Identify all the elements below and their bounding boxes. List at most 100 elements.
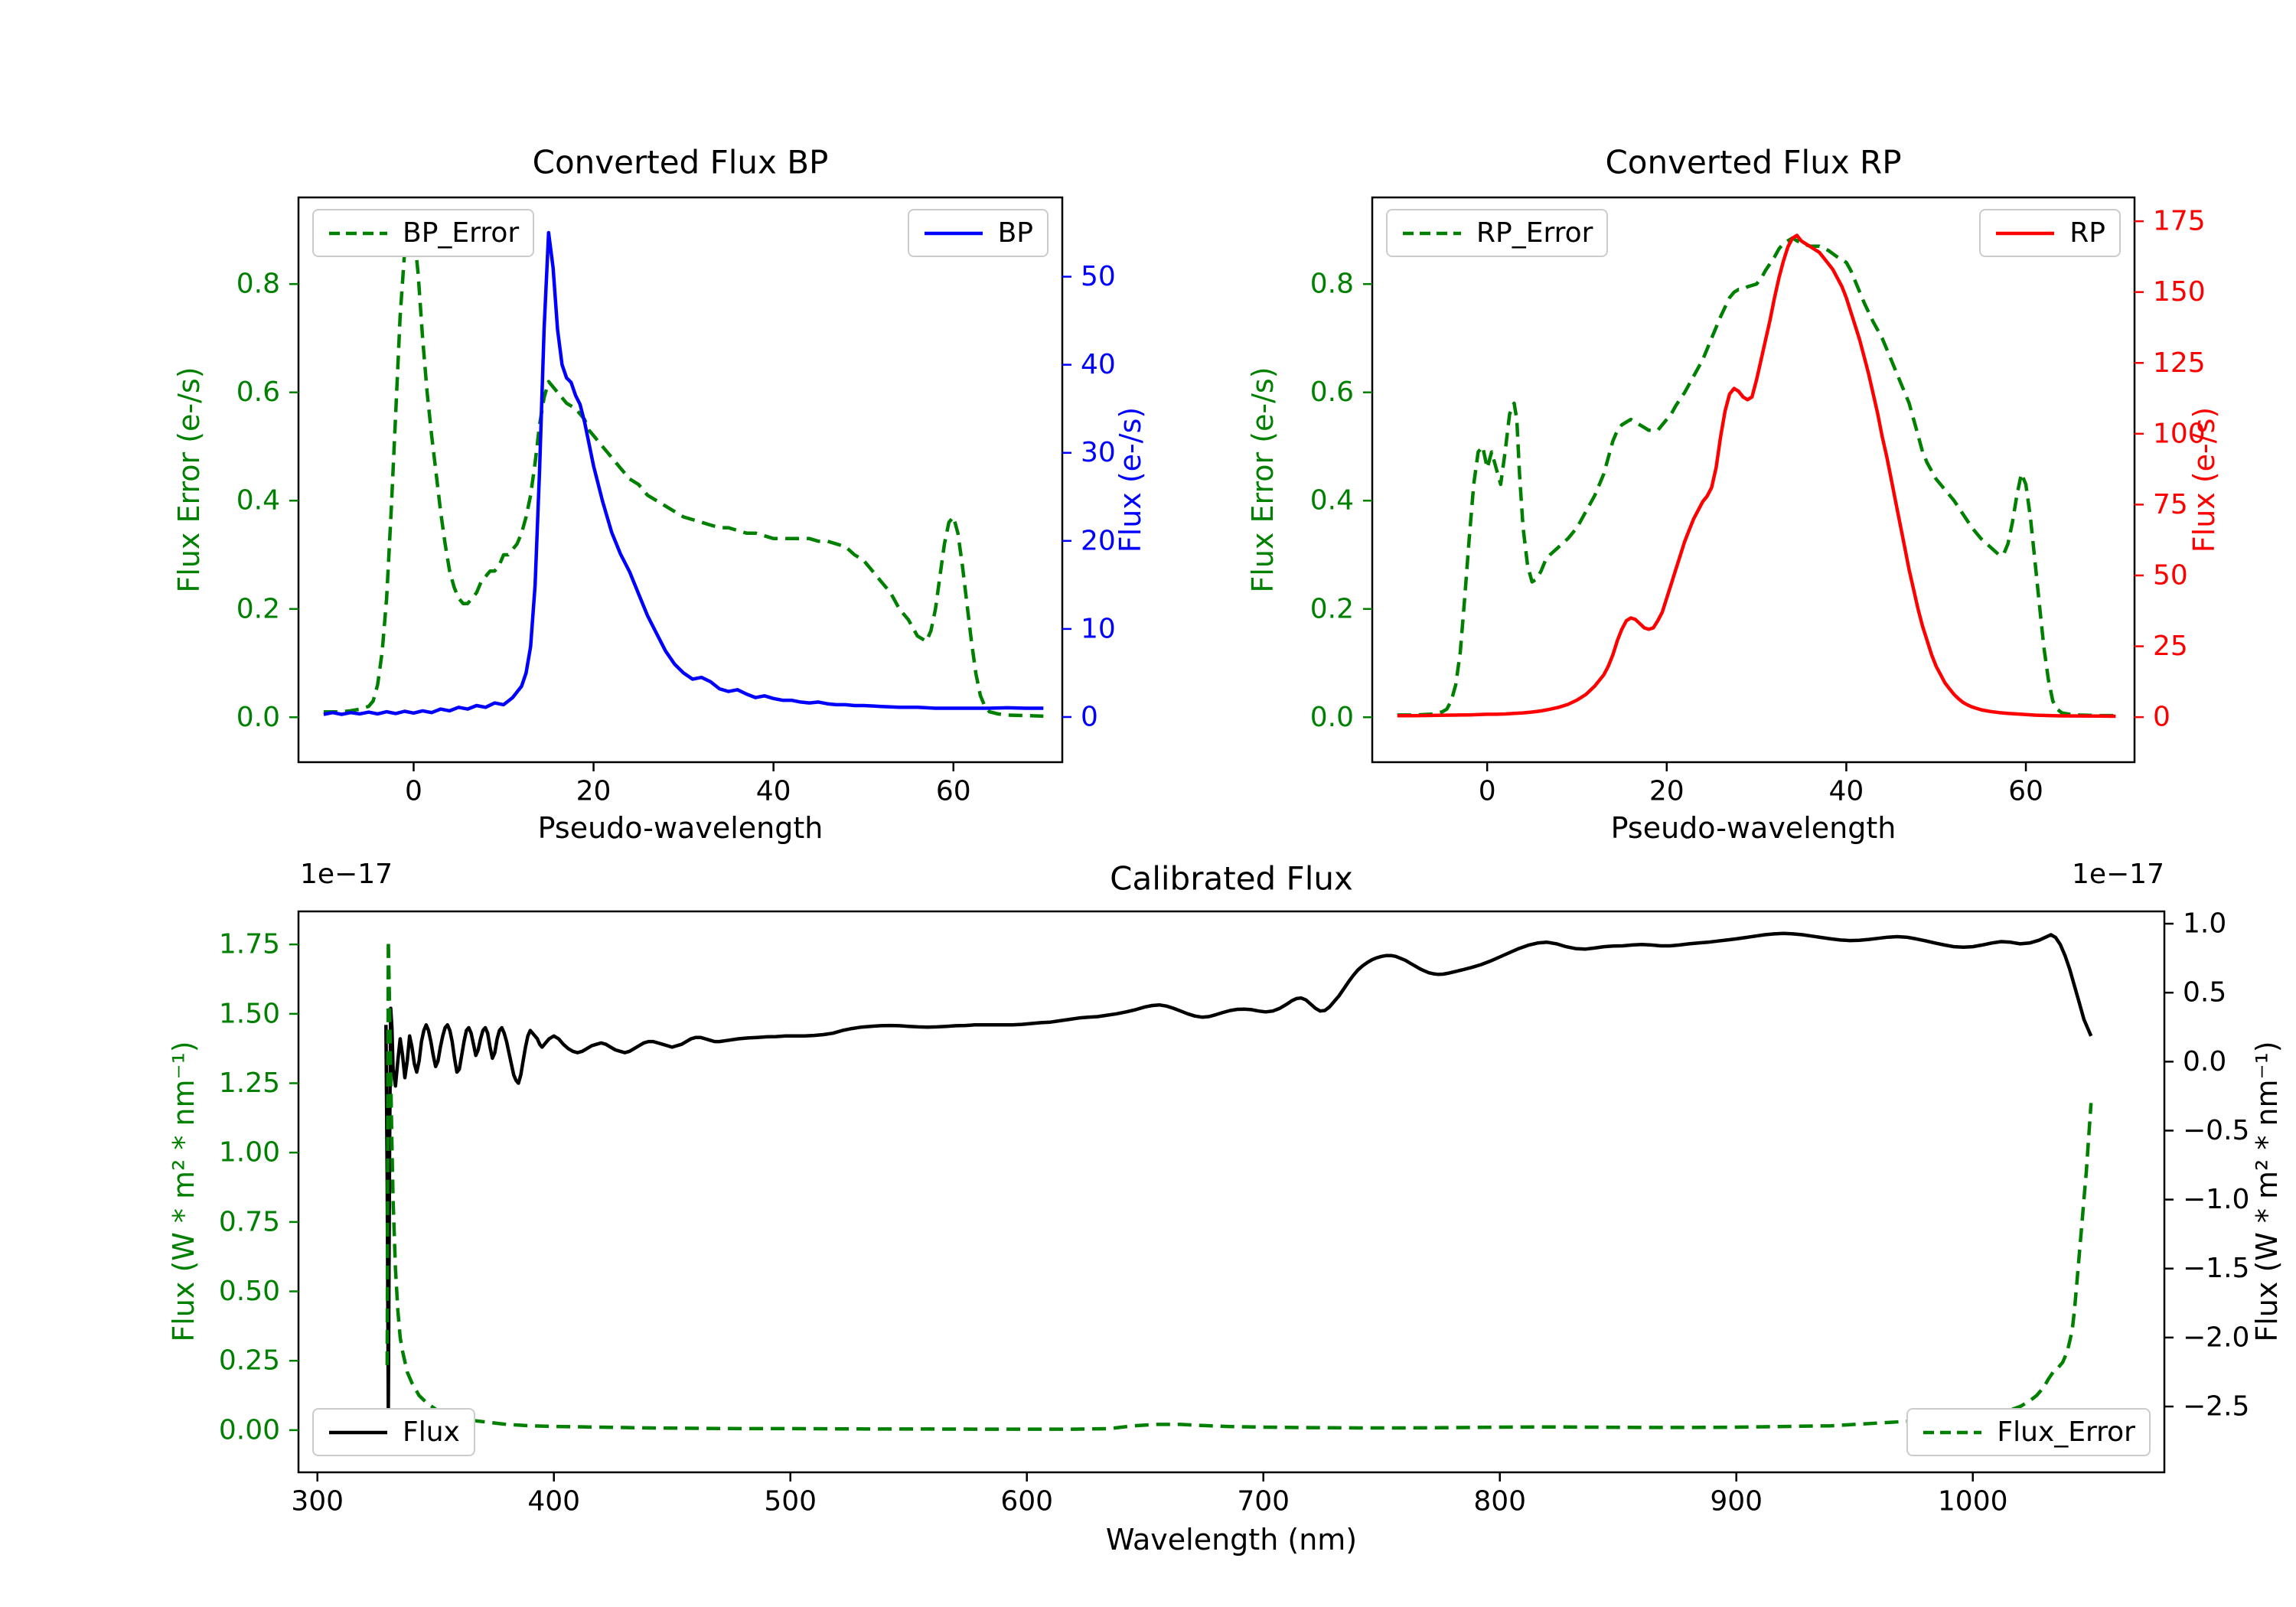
y-left-tick-label: 0.0 — [236, 702, 280, 733]
y-left-tick-label: 0.8 — [1310, 269, 1354, 300]
legend-label: Flux — [403, 1416, 460, 1448]
legend-bp-error: BP_Error — [312, 209, 535, 257]
legend-label: Flux_Error — [1997, 1416, 2135, 1448]
calibrated-title: Calibrated Flux — [1110, 859, 1353, 898]
bp-spine — [297, 196, 1064, 764]
x-tick-label: 600 — [1000, 1486, 1053, 1517]
y-right-tick-label: 50 — [1081, 261, 1116, 292]
Flux-line — [384, 931, 2093, 1413]
y-left-tick-label: 0.4 — [1310, 485, 1354, 517]
y-right-tick-label: 0.5 — [2183, 977, 2226, 1009]
rp-line-sample — [1996, 231, 2055, 235]
RP_Error-line — [1397, 236, 2116, 718]
x-tick-label: 500 — [764, 1486, 817, 1517]
x-tick-label: 300 — [291, 1486, 344, 1517]
x-tick-label: 400 — [527, 1486, 580, 1517]
bp-right-ylabel: Flux (e-/s) — [1114, 406, 1147, 553]
x-tick-label: 0 — [1479, 776, 1496, 807]
y-left-tick-label: 1.50 — [219, 998, 280, 1029]
y-left-tick-label: 0.6 — [1310, 376, 1354, 408]
bp-line-sample — [924, 231, 983, 235]
rp-spine — [1371, 196, 2136, 764]
y-left-tick-label: 0.8 — [236, 269, 280, 300]
y-right-tick-label: −2.0 — [2183, 1322, 2249, 1353]
y-left-tick-label: 0.2 — [236, 593, 280, 624]
y-right-tick-label: 50 — [2153, 559, 2188, 591]
legend-bp: BP — [907, 209, 1049, 257]
x-tick-label: 40 — [1829, 776, 1864, 807]
y-right-tick-label: 1.0 — [2183, 908, 2226, 940]
y-right-tick-label: 125 — [2153, 347, 2206, 379]
BP-line — [323, 230, 1044, 716]
rp-xlabel: Pseudo-wavelength — [1610, 811, 1896, 845]
rp-left-ylabel: Flux Error (e-/s) — [1246, 367, 1280, 593]
legend-flux-error: Flux_Error — [1906, 1408, 2151, 1456]
y-right-tick-label: 100 — [2153, 418, 2206, 449]
legend-rp-error: RP_Error — [1386, 209, 1609, 257]
right-offset-text: 1e−17 — [2071, 859, 2164, 890]
flux-error-line-sample — [1923, 1430, 1982, 1434]
y-left-tick-label: 0.00 — [219, 1414, 280, 1446]
bp-error-line-sample — [329, 231, 387, 235]
y-left-tick-label: 0.0 — [1310, 702, 1354, 733]
x-tick-label: 900 — [1710, 1486, 1763, 1517]
rp-error-line-sample — [1403, 231, 1461, 235]
bp-xlabel: Pseudo-wavelength — [537, 811, 823, 845]
flux-line-sample — [329, 1430, 387, 1434]
y-left-tick-label: 0.25 — [219, 1345, 280, 1377]
y-left-tick-label: 1.25 — [219, 1068, 280, 1099]
y-left-tick-label: 0.6 — [236, 376, 280, 408]
y-left-tick-label: 0.50 — [219, 1276, 280, 1307]
legend-label: BP_Error — [403, 217, 520, 249]
BP_Error-line — [323, 217, 1044, 719]
x-tick-label: 60 — [2008, 776, 2043, 807]
x-tick-label: 40 — [756, 776, 791, 807]
bp-left-ylabel: Flux Error (e-/s) — [172, 367, 206, 593]
x-tick-label: 1000 — [1938, 1486, 2008, 1517]
y-right-tick-label: 175 — [2153, 206, 2206, 237]
y-left-tick-label: 0.75 — [219, 1206, 280, 1237]
cal-spine — [297, 910, 2166, 1474]
x-tick-label: 20 — [576, 776, 612, 807]
Flux_Error-line — [385, 938, 2093, 1431]
rp-right-ylabel: Flux (e-/s) — [2187, 406, 2221, 553]
y-right-tick-label: 30 — [1081, 437, 1116, 468]
y-right-tick-label: −2.5 — [2183, 1391, 2249, 1423]
y-right-tick-label: 20 — [1081, 525, 1116, 556]
legend-label: RP — [2069, 217, 2105, 249]
bp-plot: 0 20 40 60 0.0 0.2 0.4 0.6 0.8 0 10 20 30 40 50 — [236, 196, 1116, 807]
y-right-tick-label: 25 — [2153, 631, 2188, 662]
rp-plot: 0 20 40 60 0.0 0.2 0.4 0.6 0.8 0 25 50 75 100 125 150 17… — [1310, 196, 2206, 807]
y-left-tick-label: 0.2 — [1310, 593, 1354, 624]
bp-title: Converted Flux BP — [532, 143, 829, 181]
legend-flux: Flux — [312, 1408, 475, 1456]
y-right-tick-label: 75 — [2153, 489, 2188, 520]
left-offset-text: 1e−17 — [300, 859, 393, 890]
x-tick-label: 700 — [1237, 1486, 1290, 1517]
y-right-tick-label: 0 — [1081, 701, 1098, 732]
legend-rp: RP — [1979, 209, 2121, 257]
y-left-tick-label: 1.00 — [219, 1137, 280, 1169]
x-tick-label: 0 — [405, 776, 422, 807]
y-right-tick-label: 0.0 — [2183, 1046, 2226, 1077]
y-right-tick-label: −1.0 — [2183, 1184, 2249, 1215]
x-tick-label: 60 — [936, 776, 971, 807]
y-right-tick-label: 40 — [1081, 349, 1116, 380]
rp-title: Converted Flux RP — [1605, 143, 1902, 181]
y-right-tick-label: −0.5 — [2183, 1115, 2249, 1146]
legend-label: RP_Error — [1476, 217, 1593, 249]
y-right-tick-label: −1.5 — [2183, 1253, 2249, 1284]
y-left-tick-label: 1.75 — [219, 929, 280, 960]
x-tick-label: 20 — [1649, 776, 1684, 807]
y-right-tick-label: 10 — [1081, 613, 1116, 644]
calibrated-right-ylabel: Flux (W * m² * nm⁻¹) — [2250, 1041, 2284, 1342]
RP-line — [1397, 233, 2116, 719]
legend-label: BP — [997, 217, 1033, 249]
y-left-tick-label: 0.4 — [236, 485, 280, 517]
x-tick-label: 800 — [1473, 1486, 1526, 1517]
calibrated-left-ylabel: Flux (W * m² * nm⁻¹) — [167, 1041, 201, 1342]
calibrated-plot: 300 400 500 600 700 800 900 1000 0.00 0.25 0.50 0.7… — [219, 908, 2250, 1517]
y-right-tick-label: 150 — [2153, 276, 2206, 308]
